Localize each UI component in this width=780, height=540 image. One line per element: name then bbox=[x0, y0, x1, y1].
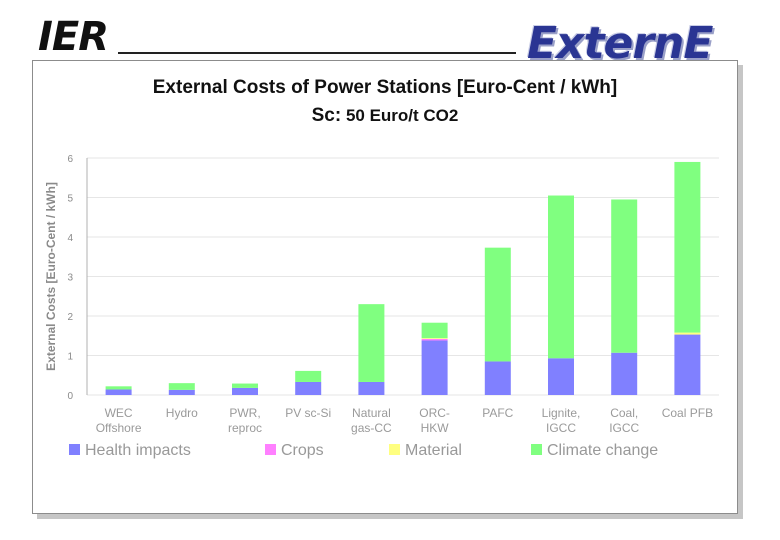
bar-segment-climate-change bbox=[232, 383, 258, 388]
bar-segment-climate-change bbox=[421, 322, 448, 339]
bar-segment-material bbox=[674, 332, 701, 335]
subtitle-text: 50 Euro/t CO2 bbox=[345, 106, 459, 125]
bar-segment-climate-change bbox=[168, 383, 195, 390]
legend-label: Health impacts bbox=[85, 442, 191, 459]
legend-swatch bbox=[531, 444, 542, 455]
legend-swatch bbox=[69, 444, 80, 455]
x-tick-label: Coal, bbox=[610, 406, 638, 420]
legend-label: Crops bbox=[281, 442, 324, 459]
x-tick-label: WEC bbox=[105, 406, 133, 420]
y-tick-label: 2 bbox=[67, 312, 73, 323]
bar-segment-health-impacts bbox=[105, 389, 132, 395]
legend-label: Climate change bbox=[547, 442, 658, 459]
bar-segment-health-impacts bbox=[674, 334, 701, 395]
x-tick-label: reproc bbox=[228, 421, 262, 435]
bar-segment-climate-change bbox=[358, 304, 385, 382]
legend-swatch bbox=[389, 444, 400, 455]
bar-segment-climate-change bbox=[295, 370, 322, 382]
ier-logo: IER bbox=[38, 14, 109, 60]
bar-segment-climate-change bbox=[548, 195, 574, 359]
y-axis-label: External Costs [Euro-Cent / kWh] bbox=[44, 182, 58, 371]
x-tick-label: ORC- bbox=[419, 406, 450, 420]
bar-segment-health-impacts bbox=[548, 358, 574, 395]
bar-segment-health-impacts bbox=[232, 387, 258, 395]
legend-label: Material bbox=[405, 442, 462, 459]
x-tick-label: gas-CC bbox=[351, 421, 392, 435]
bar-segment-health-impacts bbox=[611, 352, 638, 395]
x-tick-label: IGCC bbox=[546, 421, 576, 435]
legend-swatch bbox=[265, 444, 276, 455]
x-tick-label: PWR, bbox=[229, 406, 260, 420]
bar-segment-health-impacts bbox=[295, 381, 322, 395]
bar-segment-material bbox=[421, 338, 448, 339]
bar-segment-climate-change bbox=[484, 247, 511, 362]
x-tick-label: Offshore bbox=[96, 421, 142, 435]
bar-segment-climate-change bbox=[105, 386, 132, 390]
bar-segment-health-impacts bbox=[484, 361, 511, 395]
chart-title: External Costs of Power Stations [Euro-C… bbox=[152, 77, 618, 98]
x-tick-label: Natural bbox=[352, 406, 391, 420]
y-tick-label: 3 bbox=[67, 273, 73, 284]
y-tick-label: 0 bbox=[67, 391, 73, 402]
chart-frame: External Costs of Power Stations [Euro-C… bbox=[32, 60, 738, 514]
x-tick-label: HKW bbox=[421, 421, 450, 435]
x-tick-label: PAFC bbox=[482, 406, 513, 420]
bar-segment-climate-change bbox=[674, 161, 701, 333]
bar-segment-climate-change bbox=[611, 199, 638, 353]
bar-segment-health-impacts bbox=[168, 389, 195, 395]
x-tick-label: Hydro bbox=[166, 406, 198, 420]
x-tick-label: Coal PFB bbox=[662, 406, 713, 420]
bar-segment-health-impacts bbox=[358, 381, 385, 395]
chart-subtitle: Sc: 50 Euro/t CO2 bbox=[33, 105, 737, 127]
bar-segment-health-impacts bbox=[421, 340, 448, 395]
stacked-bar-chart: 0 1 2 3 4 5 6 External Costs [Euro-Cent / kWh] W… bbox=[44, 154, 719, 459]
y-tick-label: 4 bbox=[67, 233, 73, 244]
bar-segment-crops bbox=[421, 338, 448, 341]
header-rule bbox=[118, 52, 516, 54]
y-tick-label: 1 bbox=[67, 352, 73, 363]
y-tick-label: 5 bbox=[67, 194, 73, 205]
x-tick-label: IGCC bbox=[609, 421, 639, 435]
subtitle-prefix: Sc: bbox=[311, 105, 342, 126]
y-tick-label: 6 bbox=[67, 154, 73, 165]
x-tick-label: Lignite, bbox=[542, 406, 581, 420]
x-tick-label: PV sc-Si bbox=[285, 406, 331, 420]
